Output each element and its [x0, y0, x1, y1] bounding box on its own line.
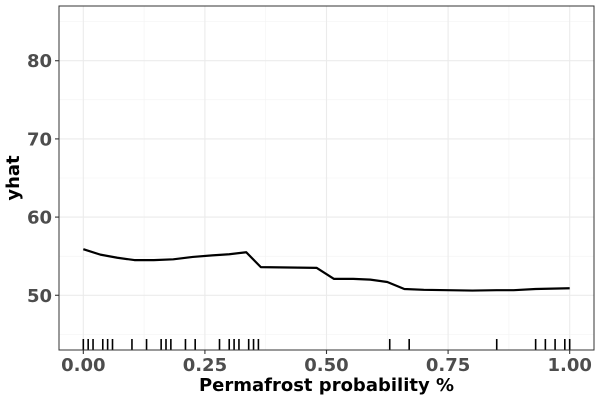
rug-layer — [82, 339, 571, 350]
series-layer — [82, 248, 570, 292]
y-axis: 50 60 70 80 — [27, 51, 59, 307]
major-grid — [59, 6, 594, 350]
x-tick-label-0: 0.00 — [61, 355, 105, 376]
x-tick-label-3: 0.75 — [426, 355, 470, 376]
x-axis-title: Permafrost probability % — [199, 375, 454, 396]
x-tick-label-2: 0.50 — [304, 355, 348, 376]
y-tick-label-3: 80 — [27, 51, 52, 72]
x-tick-label-4: 1.00 — [547, 355, 591, 376]
x-axis: 0.00 0.25 0.50 0.75 1.00 — [61, 350, 592, 376]
y-axis-title: yhat — [3, 155, 24, 201]
x-tick-label-1: 0.25 — [183, 355, 227, 376]
y-tick-label-1: 60 — [27, 208, 52, 229]
series-line-0 — [82, 248, 570, 292]
y-tick-label-0: 50 — [27, 286, 52, 307]
y-tick-label-2: 70 — [27, 129, 52, 150]
